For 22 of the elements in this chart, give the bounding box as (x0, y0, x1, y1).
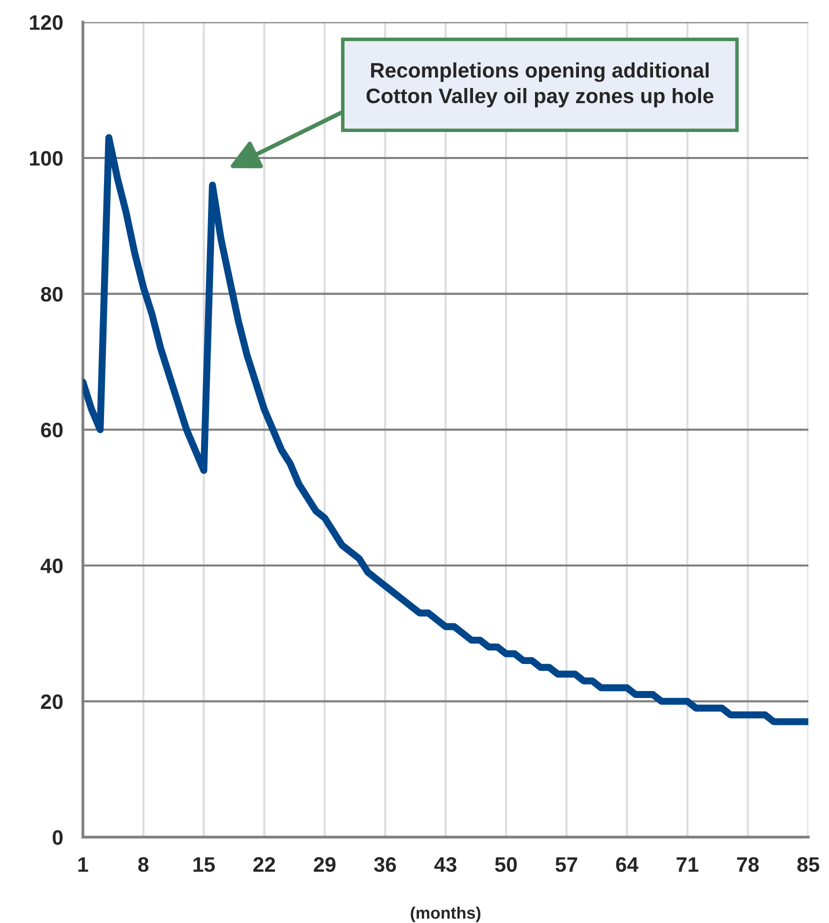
y-tick-label: 0 (52, 830, 63, 845)
y-tick-label: 80 (40, 286, 63, 302)
y-tick-label: 120 (30, 15, 63, 30)
annotation: Recompletions opening additional Cotton Valley oil pay zones up hole (366, 62, 714, 108)
x-tick-label: 36 (374, 857, 396, 872)
x-tick-label: 64 (616, 857, 638, 872)
x-tick-label: 85 (797, 857, 820, 872)
x-tick-label: 1 (78, 857, 88, 872)
x-tick-label: 71 (676, 857, 698, 872)
x-tick-label: 15 (194, 857, 215, 872)
x-tick-label: 29 (314, 857, 336, 872)
x-tick-label: 22 (253, 857, 275, 872)
y-tick-label: 60 (41, 422, 63, 438)
y-tick-label: 40 (40, 558, 63, 574)
x-tick-label: 8 (138, 857, 149, 872)
x-tick-label: 78 (737, 857, 759, 872)
x-tick-label: 50 (495, 857, 517, 872)
x-axis-title: (months) (410, 906, 480, 922)
x-tick-label: 43 (434, 857, 456, 872)
y-tick-label: 20 (41, 694, 63, 710)
x-tick-label: 57 (556, 857, 578, 872)
y-tick-label: 100 (30, 150, 63, 166)
